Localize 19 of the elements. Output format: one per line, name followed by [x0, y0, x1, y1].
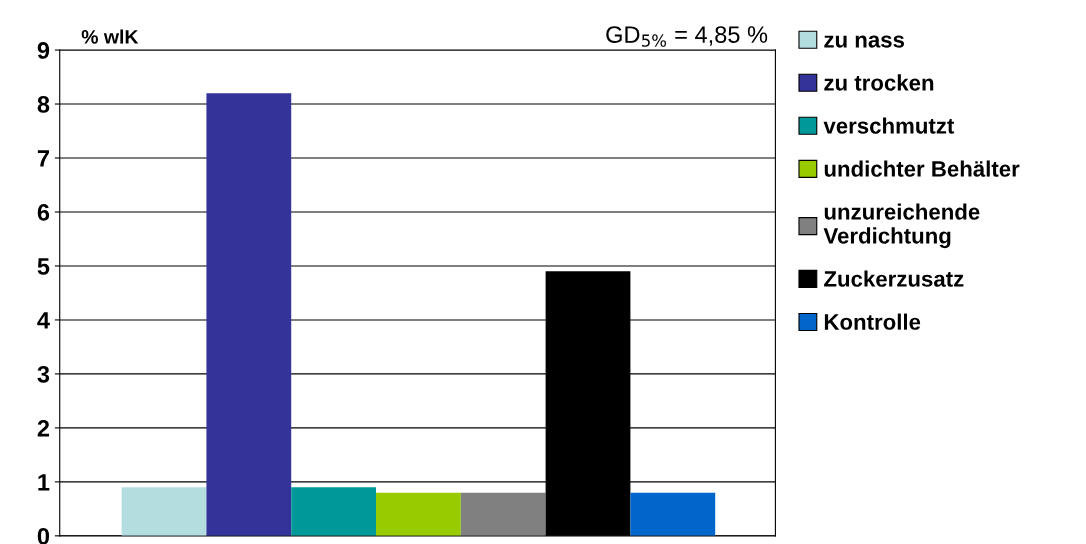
y-tick-label: 3 [37, 365, 50, 383]
legend-label: verschmutzt [823, 117, 955, 134]
y-tick-label: 8 [37, 96, 50, 113]
y-tick-label: 0 [37, 527, 50, 544]
text: GD$_{5%}$ = 4,85 % [606, 26, 768, 47]
legend-label: undichter Behälter [824, 160, 1020, 177]
y-tick-label: 5 [37, 258, 50, 275]
y-tick-label: 9 [37, 42, 50, 59]
y-tick-label: 6 [37, 204, 50, 221]
y-tick-label: 7 [37, 150, 49, 167]
y-tick-label: 2 [37, 419, 50, 437]
legend-label: unzureichende Verdichtung [823, 203, 980, 249]
y-tick-label: 1 [38, 474, 50, 491]
legend-label: zu trocken [824, 74, 934, 91]
y-axis-title: % wlK [81, 29, 139, 44]
y-tick-label: 4 [37, 312, 50, 329]
legend-label: zu nass [824, 35, 905, 48]
legend-label: Zuckerzusatz [824, 270, 964, 287]
legend-label: Kontrolle [824, 313, 921, 330]
